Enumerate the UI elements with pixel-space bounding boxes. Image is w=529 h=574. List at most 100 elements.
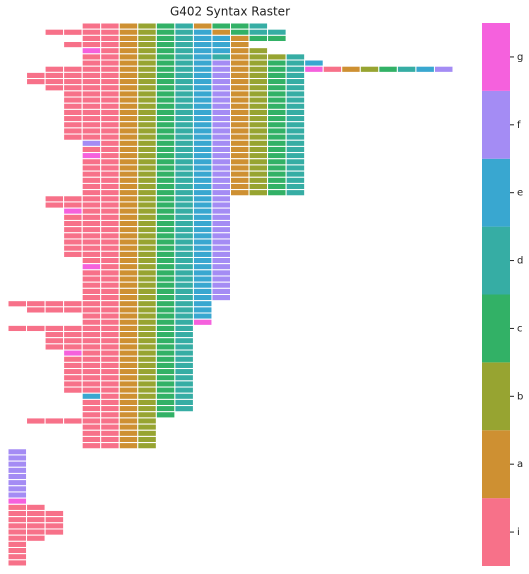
- cell: [192, 244, 213, 252]
- cell: [100, 232, 120, 240]
- cell: [81, 238, 102, 246]
- cell: [81, 300, 102, 308]
- cell: [81, 343, 102, 351]
- cell: [192, 90, 213, 98]
- cell: [137, 152, 157, 160]
- cell: [118, 238, 139, 246]
- cell: [118, 115, 139, 123]
- cell: [211, 244, 231, 252]
- cell: [81, 386, 102, 394]
- colorbar-tick-label: a: [517, 459, 523, 470]
- cell: [7, 497, 28, 505]
- cell: [100, 145, 120, 154]
- cell: [137, 201, 157, 209]
- cell: [81, 71, 102, 80]
- colorbar: i a b c d e f g: [482, 23, 523, 566]
- cell: [211, 263, 231, 271]
- cell: [137, 195, 157, 203]
- cell: [81, 201, 102, 209]
- cell: [137, 34, 157, 43]
- cell: [100, 90, 120, 98]
- cell: [248, 34, 269, 43]
- cell: [267, 84, 287, 92]
- cell: [192, 152, 213, 160]
- cell: [118, 41, 139, 49]
- cell: [211, 115, 231, 123]
- cell: [211, 207, 231, 215]
- cell: [7, 479, 28, 487]
- cell: [100, 287, 120, 296]
- cell: [137, 59, 157, 67]
- cell: [137, 115, 157, 123]
- cell: [81, 349, 102, 357]
- cell: [285, 145, 306, 154]
- cell: [155, 256, 176, 265]
- cell: [81, 226, 102, 234]
- cell: [267, 53, 287, 61]
- cell: [100, 337, 120, 345]
- cell: [118, 429, 139, 437]
- cell: [230, 34, 250, 43]
- cell: [285, 96, 306, 104]
- cell: [192, 294, 213, 302]
- cell: [81, 250, 102, 258]
- cell: [137, 182, 157, 191]
- cell: [267, 182, 287, 191]
- cell: [100, 121, 120, 129]
- cell: [7, 460, 28, 468]
- cell: [174, 324, 194, 333]
- cell: [248, 121, 269, 129]
- cell: [118, 423, 139, 431]
- cell: [44, 201, 65, 209]
- cell: [118, 170, 139, 178]
- cell: [155, 164, 176, 172]
- cell: [192, 102, 213, 110]
- cell: [230, 22, 250, 30]
- cell: [44, 324, 65, 333]
- cell: [81, 331, 102, 339]
- cell: [155, 374, 176, 382]
- cell: [211, 65, 231, 73]
- cell: [155, 102, 176, 110]
- cell: [63, 331, 83, 339]
- cell: [192, 41, 213, 49]
- cell: [211, 219, 231, 228]
- cell: [63, 244, 83, 252]
- cell: [100, 275, 120, 283]
- cell: [100, 256, 120, 265]
- cell: [118, 108, 139, 117]
- cell: [192, 281, 213, 289]
- cell: [230, 53, 250, 61]
- cell: [26, 324, 46, 333]
- cell: [137, 312, 157, 320]
- cell: [44, 337, 65, 345]
- cell: [137, 294, 157, 302]
- cell: [285, 133, 306, 141]
- cell: [248, 158, 269, 166]
- colorbar-segment: [482, 90, 510, 159]
- cell: [155, 53, 176, 61]
- cell: [100, 182, 120, 191]
- cell: [81, 152, 102, 160]
- cell: [63, 71, 83, 80]
- cell: [155, 182, 176, 191]
- cell: [174, 405, 194, 413]
- cell: [230, 41, 250, 49]
- cell: [100, 189, 120, 197]
- cell: [285, 139, 306, 147]
- cell: [174, 263, 194, 271]
- cell: [174, 269, 194, 277]
- cell: [137, 47, 157, 55]
- cell: [118, 281, 139, 289]
- cell: [118, 90, 139, 98]
- cell: [137, 102, 157, 110]
- cell: [137, 398, 157, 407]
- cell: [267, 78, 287, 86]
- cell: [155, 380, 176, 388]
- cell: [304, 65, 324, 73]
- cell: [248, 182, 269, 191]
- cell: [192, 158, 213, 166]
- colorbar-tick-label: i: [517, 527, 520, 538]
- cell: [100, 417, 120, 425]
- cell: [155, 226, 176, 234]
